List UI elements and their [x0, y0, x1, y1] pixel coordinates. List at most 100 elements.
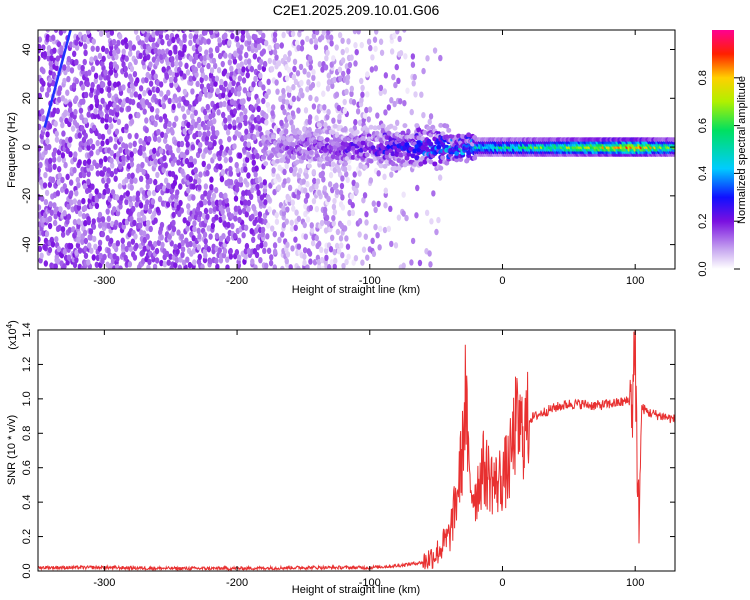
heatmap-cell: [344, 258, 349, 266]
spectrogram-x-label: Height of straight line (km): [292, 284, 420, 296]
heatmap-cell: [39, 66, 45, 73]
heatmap-cell: [226, 221, 231, 229]
heatmap-cell: [130, 98, 136, 106]
heatmap-cell: [277, 71, 282, 78]
heatmap-cell: [246, 151, 251, 158]
heatmap-cell: [197, 253, 202, 261]
heatmap-cell: [332, 248, 337, 256]
heatmap-cell: [80, 125, 85, 132]
heatmap-cell: [104, 123, 109, 130]
heatmap-cell: [212, 153, 217, 160]
heatmap-cell: [410, 61, 416, 68]
heatmap-cell: [82, 229, 88, 237]
heatmap-cell: [350, 202, 355, 209]
heatmap-cell: [196, 227, 201, 235]
heatmap-cell: [38, 123, 42, 131]
heatmap-cell: [147, 258, 152, 266]
heatmap-cell: [132, 147, 138, 154]
heatmap-cell: [338, 235, 344, 242]
heatmap-cell: [257, 125, 263, 132]
heatmap-cell: [38, 161, 43, 169]
heatmap-cell: [86, 144, 91, 151]
heatmap-ridge-cell: [392, 125, 398, 131]
heatmap-ridge-cell: [358, 151, 364, 157]
heatmap-cell: [213, 186, 219, 194]
heatmap-ridge-cell: [438, 158, 444, 164]
heatmap-cell: [197, 45, 203, 53]
heatmap-cell: [100, 230, 106, 238]
heatmap-cell: [180, 239, 185, 247]
heatmap-cell: [285, 99, 290, 106]
heatmap-cell: [212, 117, 217, 125]
heatmap-cell: [352, 171, 357, 178]
heatmap-cell: [202, 86, 208, 94]
heatmap-ridge-cell: [414, 155, 420, 161]
heatmap-cell: [314, 96, 319, 103]
heatmap-cell: [415, 184, 420, 192]
heatmap-cell: [118, 136, 124, 143]
heatmap-cell: [310, 81, 316, 89]
heatmap-cell: [93, 243, 98, 250]
heatmap-cell: [401, 262, 406, 269]
heatmap-cell: [228, 156, 233, 163]
heatmap-cell: [38, 36, 43, 43]
heatmap-cell: [74, 122, 80, 129]
heatmap-cell: [176, 229, 181, 236]
heatmap-cell: [262, 187, 268, 194]
heatmap-cell: [227, 149, 233, 156]
heatmap-cell: [319, 219, 325, 227]
heatmap-cell: [192, 259, 197, 266]
heatmap-cell: [214, 214, 219, 221]
heatmap-cell: [198, 171, 203, 178]
heatmap-cell: [275, 173, 281, 180]
heatmap-cell: [86, 170, 91, 178]
heatmap-cell: [182, 44, 187, 51]
heatmap-cell: [46, 86, 52, 93]
x-tick-label: 100: [626, 275, 644, 287]
heatmap-cell: [202, 248, 208, 256]
heatmap-cell: [150, 35, 156, 43]
heatmap-cell: [323, 121, 328, 129]
snr-series-line: [38, 330, 675, 571]
heatmap-cell: [395, 30, 400, 35]
heatmap-cell: [152, 147, 157, 154]
heatmap-cell: [200, 263, 205, 269]
heatmap-cell: [125, 190, 130, 197]
heatmap-cell: [182, 113, 187, 120]
heatmap-cell: [396, 77, 401, 85]
heatmap-cell: [138, 138, 143, 145]
heatmap-ridge-cell: [390, 161, 396, 167]
heatmap-cell: [263, 199, 268, 206]
colorbar-tick-label: 0.6: [697, 118, 709, 133]
heatmap-cell: [109, 30, 115, 36]
heatmap-cell: [284, 162, 289, 170]
heatmap-cell: [410, 53, 416, 60]
heatmap-cell: [61, 130, 66, 137]
heatmap-cell: [88, 228, 94, 235]
heatmap-cell: [230, 222, 235, 230]
heatmap-cell: [286, 91, 292, 98]
snr-x-ticks: -300 -200 -100 0 100: [93, 330, 644, 589]
heatmap-cell: [126, 87, 132, 94]
heatmap-cell: [145, 219, 151, 227]
heatmap-cell: [233, 195, 239, 202]
heatmap-cell: [97, 192, 102, 199]
heatmap-cell: [265, 233, 270, 240]
heatmap-cell: [164, 250, 170, 258]
heatmap-cell: [344, 88, 349, 96]
heatmap-cell: [293, 236, 298, 243]
heatmap-cell: [193, 167, 198, 174]
heatmap-cell: [208, 207, 213, 215]
heatmap-cell: [361, 197, 366, 204]
heatmap-cell: [178, 199, 183, 207]
heatmap-cell: [314, 234, 319, 242]
heatmap-cell: [409, 108, 414, 116]
heatmap-ridge-cell: [366, 136, 372, 142]
heatmap-cell: [353, 254, 359, 262]
heatmap-cell: [413, 91, 418, 98]
heatmap-ridge-cell: [398, 152, 404, 158]
heatmap-cell: [88, 91, 94, 98]
heatmap-cell: [382, 173, 387, 181]
heatmap-cell: [108, 116, 113, 124]
heatmap-cell: [74, 58, 79, 66]
